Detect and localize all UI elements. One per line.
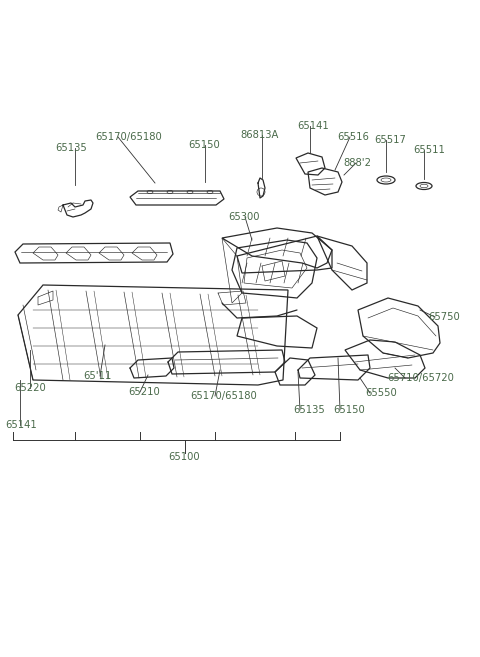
Text: 65516: 65516 xyxy=(337,132,369,142)
Text: 65550: 65550 xyxy=(365,388,397,398)
Text: 65'11: 65'11 xyxy=(83,371,111,381)
Text: 65710/65720: 65710/65720 xyxy=(387,373,454,383)
Text: 65141: 65141 xyxy=(5,420,37,430)
Text: 888'2: 888'2 xyxy=(343,158,371,168)
Text: 65170/65180: 65170/65180 xyxy=(190,391,257,401)
Text: 65511: 65511 xyxy=(413,145,445,155)
Text: 65220: 65220 xyxy=(14,383,46,393)
Text: 86813A: 86813A xyxy=(240,130,278,140)
Text: 65750: 65750 xyxy=(428,312,460,322)
Text: 65150: 65150 xyxy=(188,140,220,150)
Text: 65517: 65517 xyxy=(374,135,406,145)
Text: 65210: 65210 xyxy=(128,387,160,397)
Text: 65141: 65141 xyxy=(297,121,329,131)
Text: 65150: 65150 xyxy=(333,405,365,415)
Text: 65170/65180: 65170/65180 xyxy=(95,132,162,142)
Text: 65100: 65100 xyxy=(168,452,200,462)
Text: 65300: 65300 xyxy=(228,212,260,222)
Text: 65135: 65135 xyxy=(55,143,87,153)
Text: 65135: 65135 xyxy=(293,405,325,415)
